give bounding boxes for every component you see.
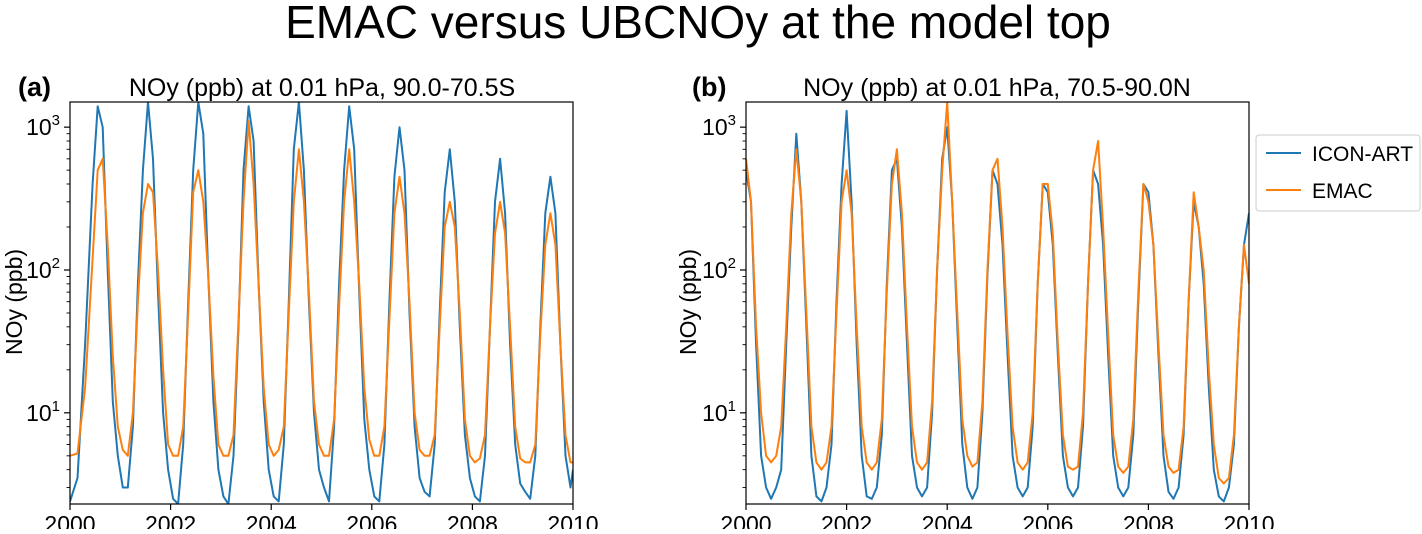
legend-entry: ICON-ART <box>1312 143 1413 166</box>
x-tick-label: 2008 <box>447 511 498 529</box>
y-tick-label: 103 <box>702 112 736 140</box>
axes-ticks: 2000 2002 2004 2006 2008 2010 101 102 103 <box>702 112 1275 534</box>
series-line-icon-art <box>70 102 573 504</box>
y-tick-label: 101 <box>702 398 736 426</box>
legend-entry: EMAC <box>1312 180 1373 203</box>
series-line-emac <box>746 102 1249 485</box>
panel-b: (b) NOy (ppb) at 0.01 hPa, 70.5-90.0N NO… <box>675 72 1275 534</box>
panel-label: (b) <box>692 72 726 102</box>
y-tick-label: 101 <box>26 398 60 426</box>
x-tick-label: 2010 <box>547 511 598 529</box>
plot-area <box>70 102 573 504</box>
x-tick-label: 2010 <box>1223 511 1274 529</box>
x-tick-label: 2004 <box>922 511 973 529</box>
panel-title: NOy (ppb) at 0.01 hPa, 70.5-90.0N <box>803 74 1191 102</box>
panel-label: (a) <box>18 72 51 102</box>
x-tick-label: 2006 <box>346 511 397 529</box>
plot-frame <box>69 101 574 505</box>
x-tick-label: 2002 <box>821 511 872 529</box>
y-axis-label: NOy (ppb) <box>675 249 701 355</box>
plot-area <box>746 102 1249 503</box>
panel-a: (a) NOy (ppb) at 0.01 hPa, 90.0-70.5S NO… <box>1 72 599 534</box>
x-tick-label: 2004 <box>246 511 297 529</box>
x-tick-label: 2006 <box>1022 511 1073 529</box>
x-tick-label: 2008 <box>1123 511 1174 529</box>
y-tick-label: 102 <box>26 255 60 283</box>
legend: ICON-ART EMAC <box>1255 134 1421 212</box>
y-tick-label: 103 <box>26 112 60 140</box>
x-tick-label: 2000 <box>44 511 95 529</box>
x-tick-label: 2002 <box>145 511 196 529</box>
plot-frame <box>745 101 1250 505</box>
x-tick-label: 2000 <box>720 511 771 529</box>
panel-title: NOy (ppb) at 0.01 hPa, 90.0-70.5S <box>129 74 515 102</box>
y-tick-label: 102 <box>702 255 736 283</box>
series-line-icon-art <box>746 109 1249 503</box>
series-line-emac <box>70 120 573 464</box>
y-axis-label: NOy (ppb) <box>1 249 27 355</box>
figure-title: EMAC versus UBCNOy at the model top <box>285 0 1111 48</box>
axes-ticks: 2000 2002 2004 2006 2008 2010 101 102 103 <box>26 112 599 534</box>
